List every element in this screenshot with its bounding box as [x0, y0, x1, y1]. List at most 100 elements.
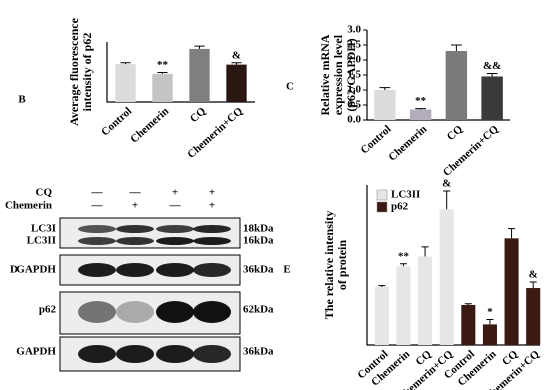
condition-label: CQ	[36, 187, 53, 199]
bar	[481, 76, 503, 120]
blot-band	[193, 301, 231, 323]
x-tick-label: CQ	[188, 105, 209, 125]
annotation: &&	[483, 60, 501, 72]
legend-swatch	[376, 201, 388, 213]
blot-band	[156, 345, 194, 363]
y-tick-label: 1.0	[347, 84, 361, 96]
bar	[115, 64, 136, 102]
error-bar	[194, 45, 205, 49]
condition-sign: +	[172, 187, 178, 199]
blot-band	[116, 345, 154, 363]
blot-band	[116, 225, 154, 233]
annotation: **	[415, 95, 427, 107]
bar	[418, 256, 433, 345]
condition-sign: +	[209, 187, 215, 199]
bar	[374, 90, 396, 120]
bar	[152, 73, 173, 102]
y-tick-label: 1.5	[347, 69, 361, 81]
condition-sign: —	[129, 187, 142, 199]
bar	[526, 288, 541, 345]
condition-sign: +	[209, 200, 215, 212]
panel-label: D	[10, 264, 18, 276]
error-bar	[486, 73, 498, 77]
condition-sign: —	[169, 200, 182, 212]
panel-label: E	[283, 264, 290, 276]
y-axis-title: Average fluorescence intensity of p62	[67, 18, 94, 126]
y-axis-title: The relative intensity of protein	[322, 210, 349, 320]
band-size: 36kDa	[243, 264, 274, 276]
x-tick-label: Chemerin	[386, 123, 429, 163]
error-bar	[451, 44, 462, 51]
panel-label: C	[286, 81, 294, 93]
legend-label: p62	[391, 201, 409, 213]
x-tick-label: Control	[99, 105, 134, 138]
annotation: **	[157, 59, 169, 71]
condition-label: Chemerin	[5, 200, 52, 212]
condition-sign: +	[132, 200, 138, 212]
band-size: 62kDa	[243, 304, 274, 316]
bar	[482, 324, 497, 345]
blot-band	[156, 263, 194, 277]
band-label: p62	[39, 304, 57, 316]
error-bar	[120, 62, 131, 65]
bar	[226, 64, 247, 102]
y-tick-label: 2.0	[347, 54, 361, 66]
x-tick-label: CQ	[445, 123, 466, 143]
band-size: 36kDa	[243, 346, 274, 358]
bar	[504, 238, 519, 345]
blot-band	[116, 301, 154, 323]
error-bar	[443, 190, 451, 210]
bar	[374, 286, 389, 345]
x-tick-label: Control	[358, 123, 393, 156]
bar	[409, 109, 432, 120]
annotation: *	[487, 306, 493, 318]
error-bar	[508, 228, 516, 239]
error-bar	[486, 319, 494, 325]
blot-band	[193, 225, 231, 233]
bar	[461, 305, 476, 345]
legend-label: LC3II	[391, 189, 420, 201]
condition-sign: —	[91, 200, 104, 212]
y-tick-label: 0.5	[347, 99, 361, 111]
blot-band	[116, 237, 154, 245]
bar	[396, 266, 411, 345]
blot-band	[193, 263, 231, 277]
bar	[445, 51, 468, 120]
y-axis-title: Relative mRNA expression level (p62/GAPD…	[318, 34, 358, 116]
band-label: LC3II	[27, 235, 56, 247]
x-tick-label: Chemerin	[128, 105, 171, 145]
band-label: GAPDH	[16, 346, 56, 358]
error-bar	[399, 263, 407, 267]
blot-band	[156, 237, 194, 245]
bar	[189, 48, 210, 102]
panel-label: B	[18, 94, 26, 106]
blot-band	[78, 225, 116, 233]
bar	[439, 209, 454, 345]
blot-band	[116, 263, 154, 277]
error-bar	[421, 246, 429, 257]
error-bar	[464, 303, 472, 305]
legend-swatch	[376, 189, 388, 201]
error-bar	[157, 71, 168, 74]
band-size: 18kDa	[243, 223, 274, 235]
y-tick-label: 0.0	[347, 114, 361, 126]
y-tick-label: 3.0	[347, 24, 361, 36]
annotation: &	[442, 178, 451, 190]
band-label: LC3I	[31, 223, 56, 235]
error-bar	[415, 108, 426, 110]
y-tick-label: 2.5	[347, 39, 361, 51]
blot-band	[156, 225, 194, 233]
annotation: &	[529, 269, 538, 281]
blot-band	[78, 345, 116, 363]
blot-band	[156, 301, 194, 323]
blot-band	[193, 237, 231, 245]
blot-band	[78, 263, 116, 277]
error-bar	[529, 281, 537, 289]
condition-sign: —	[91, 187, 104, 199]
annotation: **	[398, 250, 410, 262]
blot-band	[78, 301, 116, 323]
error-bar	[379, 87, 391, 90]
annotation: &	[232, 49, 241, 61]
